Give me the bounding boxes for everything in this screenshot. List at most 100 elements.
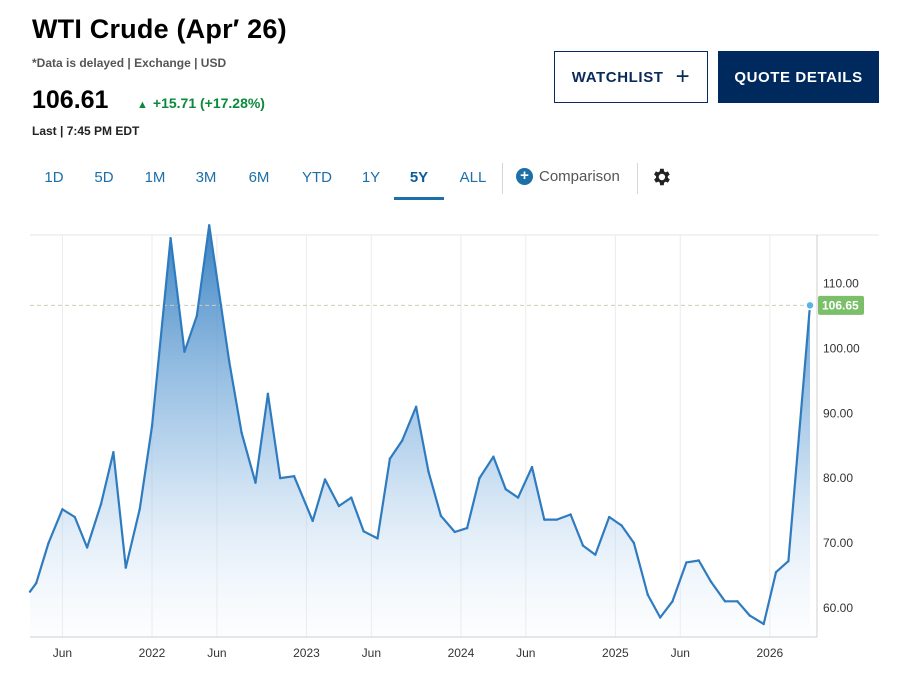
tab-5y[interactable]: 5Y	[394, 160, 444, 200]
comparison-button[interactable]: + Comparison	[516, 168, 620, 185]
last-updated: Last | 7:45 PM EDT	[32, 124, 140, 138]
divider	[502, 163, 503, 194]
data-point	[453, 530, 456, 534]
tab-1m[interactable]: 1M	[144, 169, 166, 186]
y-tick-label: 80.00	[823, 471, 853, 485]
last-value-badge: 106.65	[818, 295, 864, 315]
watchlist-label: WATCHLIST	[571, 68, 664, 86]
instrument-title: WTI Crude (Apr′ 26)	[32, 14, 287, 44]
data-point	[414, 405, 418, 409]
x-axis-labels: Jun 2022 Jun 2023 Jun 2024 Jun 2025 Jun 2026	[53, 646, 784, 660]
watchlist-button[interactable]: WATCHLIST +	[554, 51, 708, 103]
data-point	[73, 515, 76, 519]
data-point	[311, 519, 314, 523]
up-arrow-icon: ▲	[137, 99, 148, 111]
data-point	[228, 360, 231, 363]
tab-ytd[interactable]: YTD	[302, 169, 332, 186]
price-change-value: +15.71 (+17.28%)	[152, 95, 265, 111]
data-point	[709, 580, 713, 584]
gear-icon[interactable]	[650, 166, 672, 188]
x-tick-label: Jun	[53, 646, 72, 660]
data-point	[439, 514, 443, 517]
data-point	[112, 451, 115, 454]
data-point	[569, 513, 572, 516]
data-point	[207, 224, 211, 227]
data-point	[240, 431, 243, 434]
tab-6m[interactable]: 6M	[248, 169, 270, 186]
tab-1d[interactable]: 1D	[44, 169, 64, 186]
data-point	[34, 581, 38, 585]
data-point	[279, 476, 282, 480]
tab-all[interactable]: ALL	[459, 169, 487, 186]
tab-3m[interactable]: 3M	[195, 169, 217, 186]
data-point	[337, 504, 341, 508]
data-point	[138, 508, 141, 511]
data-point	[620, 524, 623, 527]
data-point	[388, 457, 392, 460]
data-point	[762, 622, 765, 626]
x-tick-label: 2022	[139, 646, 166, 660]
x-tick-label: 2023	[293, 646, 320, 660]
data-point	[478, 476, 481, 480]
data-point	[658, 616, 662, 619]
data-point	[124, 566, 127, 569]
data-point	[504, 487, 507, 491]
last-value-badge-bg	[818, 295, 864, 315]
data-point	[28, 590, 32, 593]
data-point	[581, 544, 585, 547]
data-point	[748, 614, 751, 617]
y-axis-labels: 60.00 70.00 80.00 90.00 100.00 110.00	[823, 277, 860, 615]
data-point	[254, 481, 257, 484]
y-tick-label: 90.00	[823, 406, 853, 420]
data-point	[465, 526, 469, 530]
data-point	[323, 478, 327, 481]
divider	[637, 163, 638, 194]
y-tick-label: 100.00	[823, 341, 860, 355]
quote-details-button[interactable]: QUOTE DETAILS	[718, 51, 879, 103]
data-point	[61, 508, 64, 511]
data-point	[646, 593, 650, 597]
data-point	[183, 350, 186, 353]
data-point	[685, 561, 688, 564]
data-point	[774, 570, 778, 574]
data-point	[85, 546, 89, 549]
last-price: 106.61	[32, 86, 109, 114]
data-point	[671, 600, 674, 603]
data-point	[594, 553, 597, 556]
quote-details-label: QUOTE DETAILS	[734, 68, 863, 86]
data-point	[292, 475, 296, 478]
x-tick-label: 2026	[756, 646, 783, 660]
plus-icon: +	[675, 63, 691, 90]
data-point	[608, 515, 611, 519]
data-point	[401, 439, 404, 442]
data-point	[543, 518, 546, 521]
data-point	[427, 470, 430, 473]
data-point	[169, 237, 172, 240]
data-point	[530, 465, 534, 469]
data-point	[492, 455, 495, 458]
add-comparison-icon: +	[516, 168, 533, 185]
data-points	[28, 224, 812, 626]
data-point	[99, 502, 103, 506]
data-point	[632, 541, 636, 545]
data-point	[787, 559, 790, 563]
data-point	[150, 425, 154, 428]
data-point	[697, 559, 700, 562]
last-price-marker	[805, 300, 815, 311]
data-delay-note: *Data is delayed | Exchange | USD	[32, 56, 227, 70]
last-value-label: 106.65	[822, 298, 859, 312]
y-tick-label: 110.00	[823, 277, 859, 291]
data-point	[376, 537, 379, 540]
data-point	[350, 496, 353, 499]
tab-1y[interactable]: 1Y	[361, 169, 381, 186]
price-line	[29, 224, 812, 626]
data-point	[736, 600, 739, 603]
data-point	[47, 541, 50, 545]
x-tick-label: Jun	[671, 646, 690, 660]
y-tick-label: 70.00	[823, 536, 853, 550]
y-tick-label: 60.00	[823, 601, 853, 615]
x-tick-label: 2024	[448, 646, 475, 660]
tab-5d[interactable]: 5D	[94, 169, 114, 186]
price-change: ▲ +15.71 (+17.28%)	[137, 95, 265, 111]
